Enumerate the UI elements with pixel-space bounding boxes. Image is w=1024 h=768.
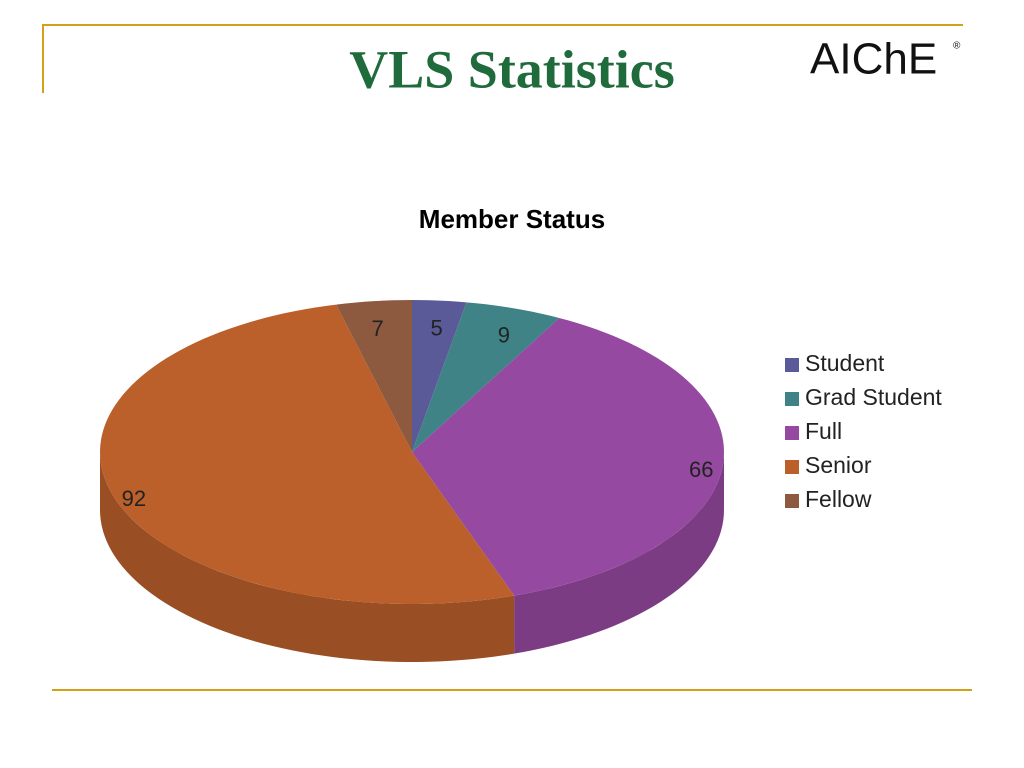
slice: [412, 300, 467, 452]
slide-title: VLS Statistics: [349, 39, 675, 99]
data-label: 92: [122, 486, 146, 511]
legend-swatch: [785, 392, 799, 406]
data-label: 9: [498, 323, 510, 348]
data-label: 66: [689, 457, 713, 482]
chart-title: Member Status: [419, 204, 605, 234]
logo-mark: ®: [953, 41, 961, 52]
legend-label: Senior: [805, 452, 872, 478]
legend-swatch: [785, 426, 799, 440]
legend-label: Grad Student: [805, 384, 942, 410]
slice: [100, 304, 515, 604]
legend-swatch: [785, 494, 799, 508]
slice: [336, 300, 412, 452]
legend-swatch: [785, 460, 799, 474]
data-label: 5: [430, 316, 442, 341]
slice: [412, 302, 560, 452]
legend-label: Student: [805, 350, 885, 376]
data-label: 7: [371, 316, 383, 341]
slice-side: [514, 452, 724, 654]
legend-label: Fellow: [805, 486, 872, 512]
slice: [412, 317, 724, 596]
slice-side: [100, 452, 515, 662]
legend-label: Full: [805, 418, 842, 444]
legend-swatch: [785, 358, 799, 372]
logo: AIChE: [810, 35, 937, 84]
